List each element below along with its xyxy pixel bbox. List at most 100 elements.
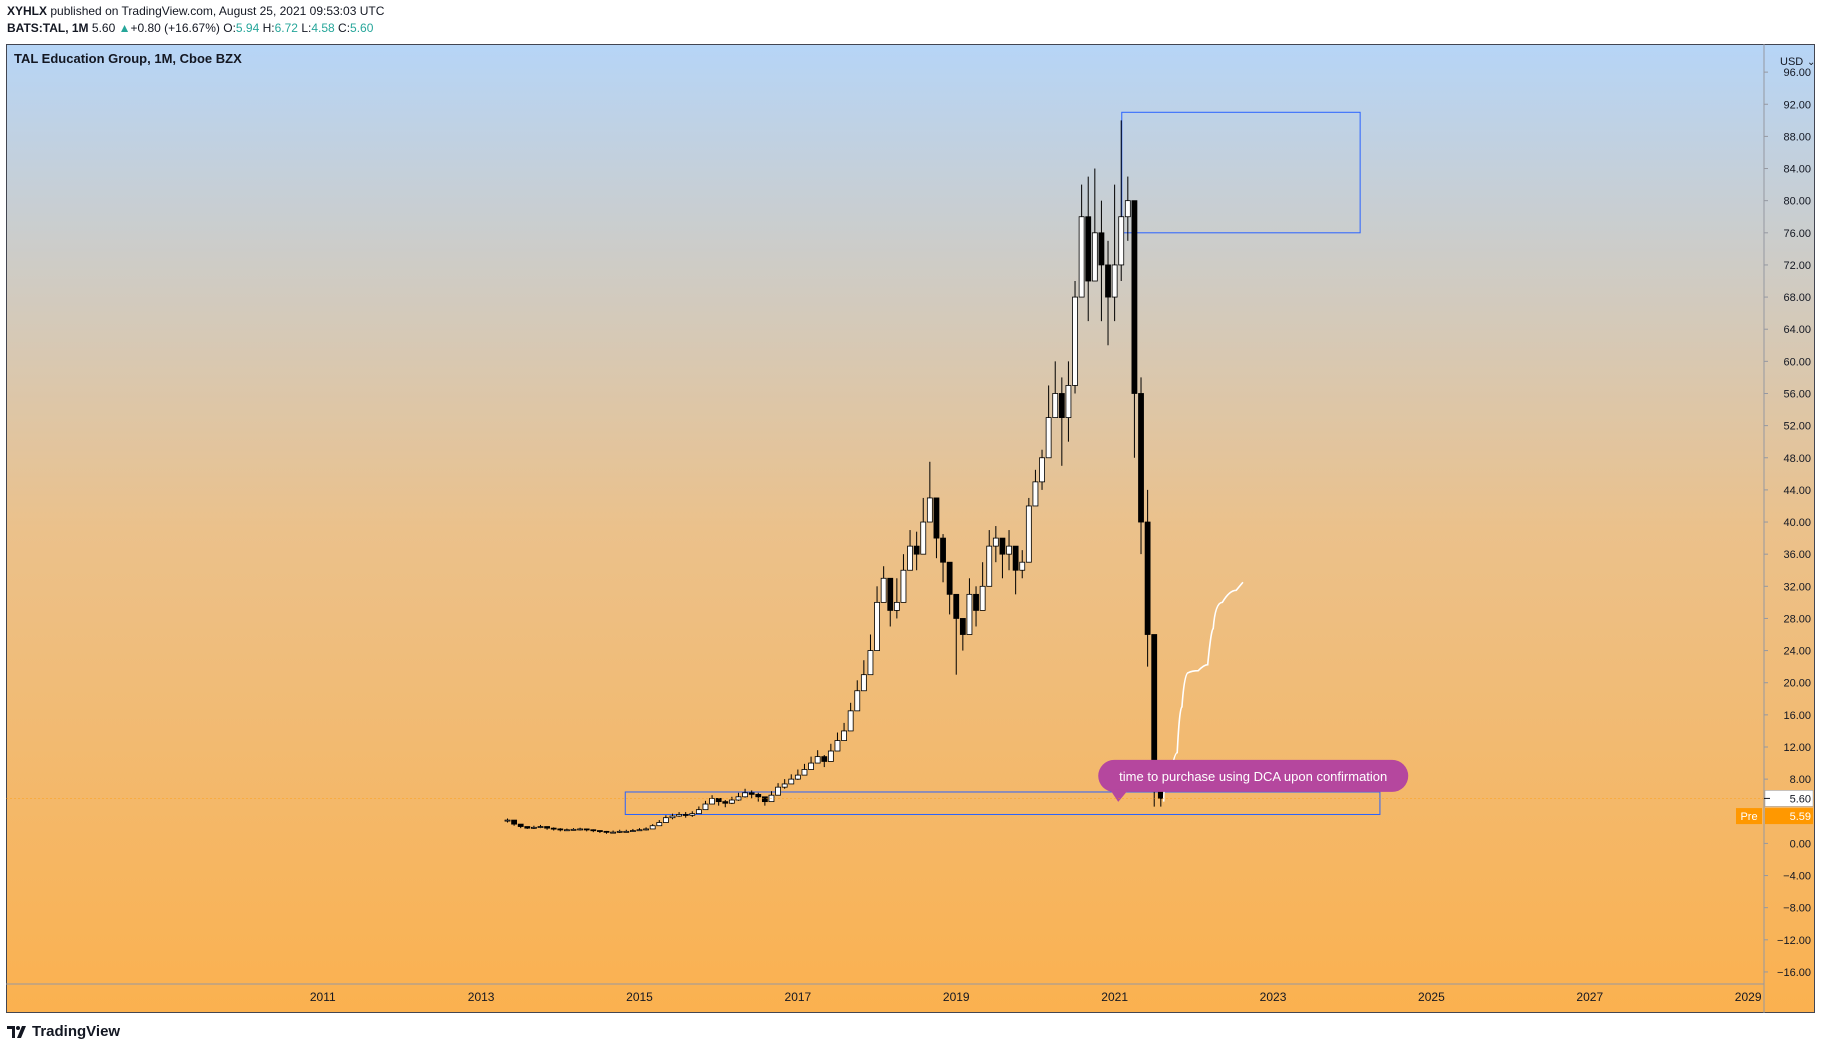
candle bbox=[603, 830, 610, 834]
price-tick-label: 44.00 bbox=[1783, 485, 1811, 497]
candle bbox=[570, 828, 577, 831]
price-tick-label: 52.00 bbox=[1783, 421, 1811, 433]
candle bbox=[775, 783, 781, 796]
candle bbox=[689, 811, 696, 817]
symbol-label[interactable]: BATS:TAL, 1M bbox=[7, 21, 89, 35]
candle-body bbox=[821, 756, 828, 762]
candle bbox=[682, 812, 689, 818]
candle bbox=[880, 566, 887, 603]
candle-body bbox=[570, 828, 577, 831]
candle-body bbox=[979, 585, 986, 611]
candle-body bbox=[1124, 200, 1131, 218]
candle-body bbox=[986, 545, 993, 587]
candle bbox=[834, 732, 841, 752]
candle-body bbox=[1098, 232, 1105, 266]
price-labels: 5.60 Pre 5.59 bbox=[6, 790, 1814, 825]
candle-body bbox=[887, 577, 894, 611]
time-tick-label: 2019 bbox=[943, 990, 970, 1004]
target-zone[interactable] bbox=[1121, 111, 1361, 234]
chart-title: TAL Education Group, 1M, Cboe BZX bbox=[14, 51, 242, 66]
candle bbox=[854, 680, 861, 712]
price-tick-label: 88.00 bbox=[1783, 131, 1811, 143]
candle-body bbox=[709, 798, 715, 805]
candle-body bbox=[537, 826, 544, 828]
candle bbox=[900, 554, 907, 603]
candle-body bbox=[834, 740, 841, 752]
candle bbox=[788, 774, 795, 785]
published-text: published on TradingView.com, August 25,… bbox=[50, 4, 385, 18]
candle-body bbox=[695, 809, 702, 815]
candle bbox=[953, 593, 960, 675]
candle bbox=[1012, 545, 1019, 595]
candle-body bbox=[662, 817, 669, 823]
candle-body bbox=[1019, 561, 1026, 571]
price-tick-label: 96.00 bbox=[1783, 67, 1811, 79]
price-chart[interactable]: TAL Education Group, 1M, Cboe BZX USD ⌄ … bbox=[6, 44, 1822, 1013]
candle-body bbox=[557, 828, 564, 831]
candle bbox=[662, 815, 669, 823]
candlestick-series bbox=[504, 120, 1164, 834]
candle bbox=[669, 813, 676, 820]
candle-body bbox=[755, 793, 762, 798]
candle bbox=[590, 829, 597, 833]
author-name[interactable]: XYHLX bbox=[7, 4, 48, 18]
candle-body bbox=[649, 825, 656, 830]
candle bbox=[643, 827, 649, 831]
currency-selector[interactable]: USD ⌄ bbox=[1780, 56, 1815, 68]
candle bbox=[827, 743, 834, 762]
candle-body bbox=[689, 813, 696, 816]
candle bbox=[887, 577, 894, 627]
change-value: +0.80 (+16.67%) bbox=[130, 21, 220, 35]
candle bbox=[1111, 184, 1118, 322]
candle bbox=[1118, 120, 1125, 282]
price-tick-label: −8.00 bbox=[1783, 903, 1811, 915]
price-tick-label: 60.00 bbox=[1783, 356, 1811, 368]
price-tick-label: −4.00 bbox=[1783, 871, 1811, 883]
support-zone[interactable] bbox=[624, 791, 1381, 815]
price-tick-label: 20.00 bbox=[1783, 678, 1811, 690]
price-tick-label: 16.00 bbox=[1783, 710, 1811, 722]
candle bbox=[874, 586, 880, 651]
candle-body bbox=[643, 828, 649, 831]
candle bbox=[801, 763, 808, 776]
candle bbox=[504, 818, 511, 823]
price-tick-label: 76.00 bbox=[1783, 228, 1811, 240]
candle-body bbox=[748, 792, 755, 795]
candle bbox=[933, 497, 940, 559]
publish-info: XYHLX published on TradingView.com, Augu… bbox=[7, 4, 384, 18]
candle-body bbox=[702, 803, 709, 811]
candle-body bbox=[1012, 545, 1019, 571]
candle-body bbox=[511, 819, 518, 825]
candle bbox=[656, 820, 663, 827]
low-value: 4.58 bbox=[311, 21, 335, 35]
candle-body bbox=[860, 674, 867, 692]
candle-body bbox=[959, 618, 966, 635]
annotation-callout[interactable]: time to purchase using DCA upon confirma… bbox=[1098, 759, 1409, 802]
candle bbox=[959, 618, 966, 651]
candle bbox=[531, 825, 537, 829]
candle-body bbox=[715, 798, 722, 803]
price-tick-label: 68.00 bbox=[1783, 292, 1811, 304]
price-tick-label: 8.00 bbox=[1790, 774, 1811, 786]
candle-body bbox=[781, 783, 788, 788]
time-axis[interactable]: 2011 2013 2015 2017 2019 2021 2023 2025 2027 2029 bbox=[310, 990, 1762, 1004]
candle-body bbox=[761, 796, 768, 803]
candle-body bbox=[907, 545, 913, 571]
candle-body bbox=[583, 828, 590, 831]
candle bbox=[742, 788, 748, 798]
price-tick-label: 0.00 bbox=[1790, 838, 1811, 850]
candle-body bbox=[1091, 232, 1098, 282]
candle-body bbox=[1006, 545, 1012, 555]
candle bbox=[913, 531, 920, 571]
tradingview-brand[interactable]: TradingView bbox=[7, 1023, 120, 1040]
candle bbox=[907, 530, 913, 571]
price-axis[interactable]: 96.00 92.00 88.00 84.00 80.00 76.00 72.00 68.00… bbox=[1764, 67, 1811, 979]
current-price-tag: 5.60 bbox=[1764, 790, 1814, 807]
candle-body bbox=[880, 577, 887, 603]
price-tick-label: −16.00 bbox=[1777, 967, 1811, 979]
candle-body bbox=[841, 730, 847, 741]
candle-body bbox=[682, 814, 689, 816]
candle bbox=[821, 755, 828, 768]
price-tick-label: 64.00 bbox=[1783, 324, 1811, 336]
candle bbox=[841, 722, 847, 741]
